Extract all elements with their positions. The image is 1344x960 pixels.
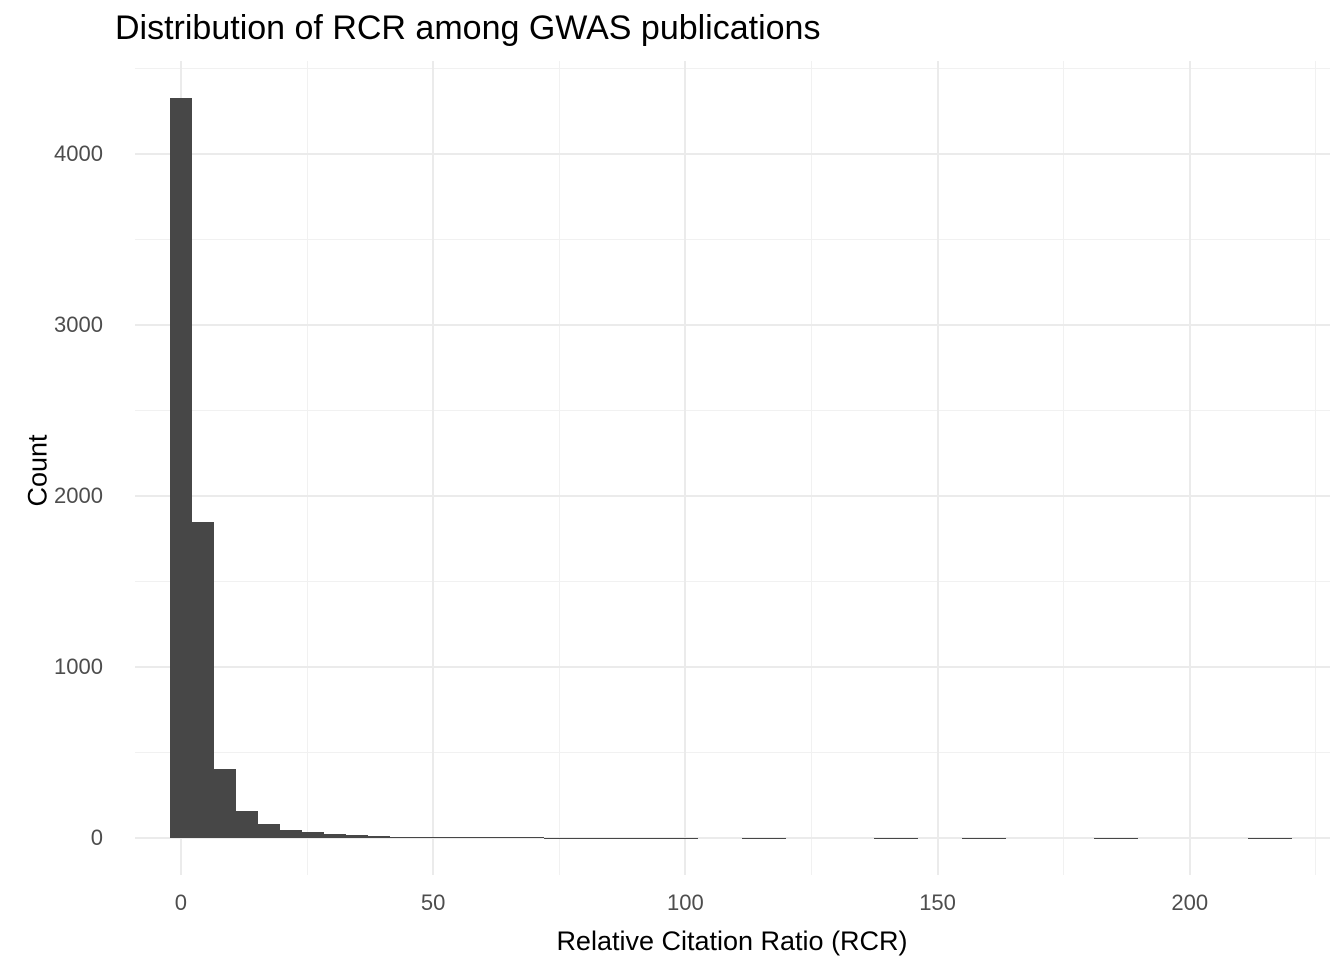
- x-axis-title: Relative Citation Ratio (RCR): [556, 926, 908, 956]
- histogram-bar: [213, 768, 236, 839]
- y-tick-label: 4000: [54, 141, 103, 167]
- y-major-gridline: [135, 153, 1330, 156]
- histogram-bar: [235, 810, 258, 839]
- x-major-gridline: [936, 61, 939, 875]
- x-tick-label: 150: [919, 890, 956, 915]
- y-tick-label: 0: [90, 825, 103, 851]
- x-tick-label: 50: [420, 890, 446, 915]
- y-minor-gridline: [135, 581, 1330, 583]
- y-major-gridline: [135, 324, 1330, 327]
- histogram-bar: [279, 829, 302, 839]
- chart-title: Distribution of RCR among GWAS publicati…: [115, 9, 821, 47]
- histogram-bar: [499, 837, 522, 839]
- histogram-bar: [169, 97, 192, 839]
- x-minor-gridline: [306, 61, 308, 875]
- x-major-gridline: [432, 61, 435, 875]
- y-minor-gridline: [135, 752, 1330, 754]
- x-major-gridline: [1188, 61, 1191, 875]
- histogram-bar: [345, 835, 368, 839]
- histogram-bar: [389, 836, 412, 839]
- y-tick-label: 3000: [54, 312, 103, 338]
- x-minor-gridline: [1315, 61, 1317, 875]
- x-minor-gridline: [1063, 61, 1065, 875]
- y-major-gridline: [135, 837, 1330, 840]
- x-tick-label: 0: [174, 890, 188, 915]
- histogram-bar: [411, 836, 434, 839]
- x-minor-gridline: [810, 61, 812, 875]
- y-major-gridline: [135, 666, 1330, 669]
- histogram-bar: [543, 837, 566, 839]
- y-tick-label: 1000: [54, 654, 103, 680]
- x-minor-gridline: [558, 61, 560, 875]
- histogram-bar: [191, 521, 214, 839]
- histogram-bar: [521, 837, 544, 839]
- histogram-bar: [301, 832, 324, 839]
- y-major-gridline: [135, 495, 1330, 498]
- histogram-bar: [323, 834, 346, 839]
- histogram-bar: [455, 837, 478, 839]
- y-minor-gridline: [135, 239, 1330, 241]
- y-axis-title: Count: [22, 434, 53, 507]
- y-minor-gridline: [135, 410, 1330, 412]
- y-tick-label: 2000: [54, 483, 103, 509]
- histogram-bar: [367, 836, 390, 839]
- histogram-bar: [257, 823, 280, 839]
- y-minor-gridline: [135, 68, 1330, 70]
- histogram-bar: [477, 837, 500, 839]
- x-major-gridline: [684, 61, 687, 875]
- x-tick-label: 200: [1171, 890, 1209, 915]
- histogram-bar: [433, 836, 456, 839]
- x-tick-label: 100: [666, 890, 704, 915]
